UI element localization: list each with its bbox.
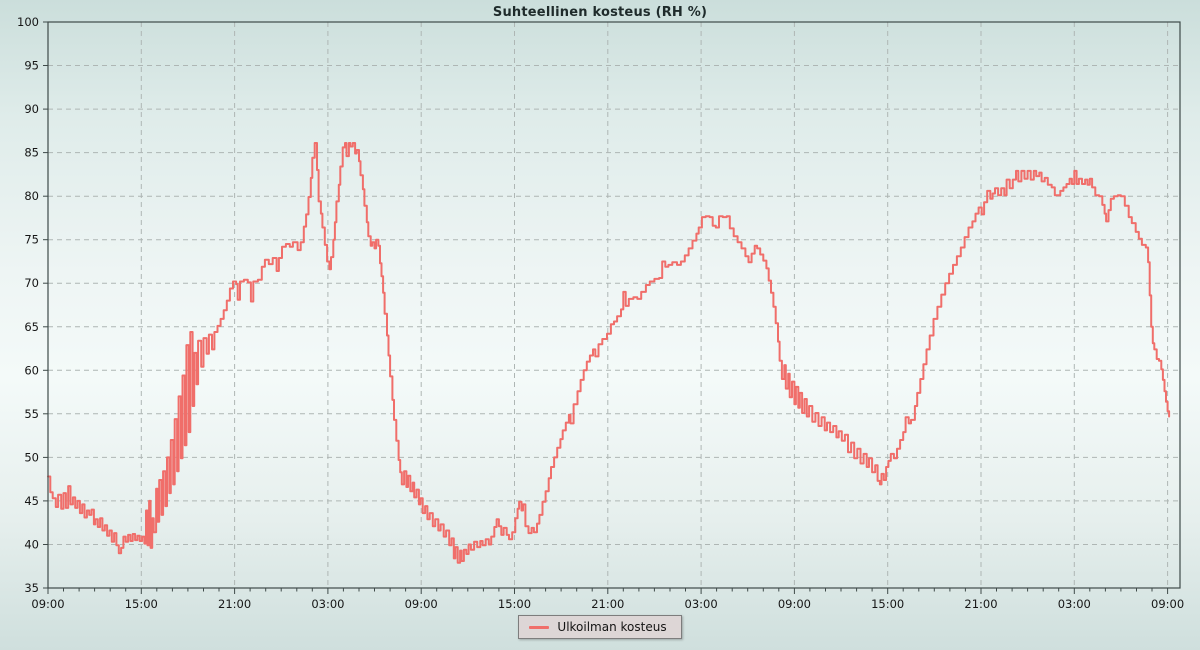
chart-title: Suhteellinen kosteus (RH %)	[492, 5, 708, 20]
y-tick-label: 35	[24, 581, 39, 595]
y-tick-label: 65	[24, 320, 39, 334]
legend-line-marker	[529, 625, 550, 629]
legend: Ulkoilman kosteus	[0, 615, 1200, 643]
y-tick-label: 50	[24, 450, 39, 464]
x-tick-label: 03:00	[1058, 597, 1091, 611]
x-tick-label: 03:00	[311, 597, 344, 611]
y-tick-label: 45	[24, 494, 39, 508]
x-tick-label: 21:00	[591, 597, 624, 611]
y-tick-label: 80	[24, 189, 39, 203]
x-tick-label: 09:00	[1151, 597, 1184, 611]
plot-border	[47, 21, 1181, 589]
y-tick-label: 75	[24, 233, 39, 247]
legend-label: Ulkoilman kosteus	[557, 620, 667, 634]
x-tick-label: 09:00	[405, 597, 438, 611]
humidity-line	[47, 142, 1171, 564]
x-tick-label: 15:00	[125, 597, 158, 611]
y-tick-label: 70	[24, 276, 39, 290]
x-tick-label: 09:00	[778, 597, 811, 611]
y-tick-label: 40	[24, 538, 39, 552]
legend-box: Ulkoilman kosteus	[518, 615, 682, 639]
y-tick-label: 85	[24, 146, 39, 160]
x-tick-label: 09:00	[31, 597, 64, 611]
y-tick-label: 90	[24, 102, 39, 116]
x-tick-label: 15:00	[871, 597, 904, 611]
x-tick-label: 15:00	[498, 597, 531, 611]
y-tick-label: 95	[24, 59, 39, 73]
x-tick-label: 03:00	[685, 597, 718, 611]
y-tick-label: 100	[17, 15, 39, 29]
y-tick-label: 55	[24, 407, 39, 421]
y-tick-label: 60	[24, 363, 39, 377]
x-tick-label: 21:00	[964, 597, 997, 611]
x-tick-label: 21:00	[218, 597, 251, 611]
